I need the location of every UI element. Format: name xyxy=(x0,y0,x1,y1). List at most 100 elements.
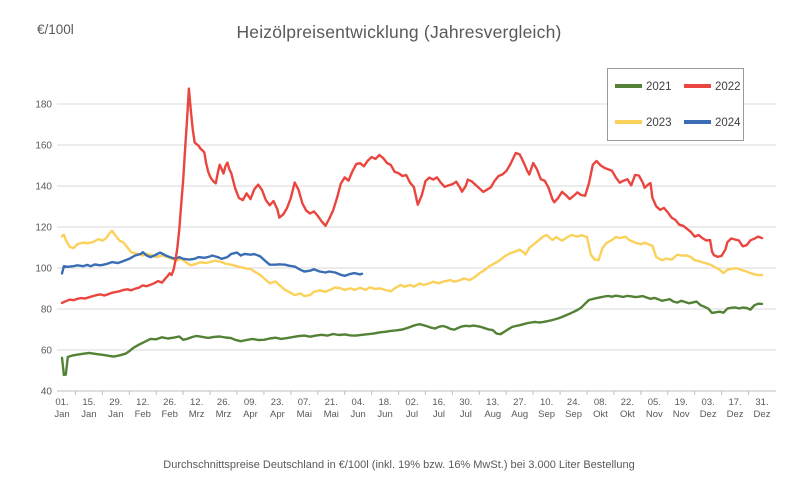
svg-text:24.: 24. xyxy=(567,397,580,408)
svg-text:Jan: Jan xyxy=(81,409,96,420)
legend-label-2023: 2023 xyxy=(646,117,672,129)
x-tick-label: 18.Jun xyxy=(377,397,392,420)
svg-text:Feb: Feb xyxy=(162,409,178,420)
y-tick-label: 40 xyxy=(41,387,53,398)
svg-text:16.: 16. xyxy=(432,397,445,408)
x-tick-label: 02.Jul xyxy=(405,397,418,420)
x-tick-label: 01.Jan xyxy=(54,397,69,420)
x-tick-label: 10.Sep xyxy=(538,397,555,420)
x-tick-label: 27.Aug xyxy=(511,397,528,420)
x-tick-label: 30.Jul xyxy=(459,397,472,420)
y-tick-label: 100 xyxy=(35,264,52,275)
svg-text:Apr: Apr xyxy=(243,409,258,420)
legend-item-2021: 2021 xyxy=(615,81,672,93)
svg-text:Dez: Dez xyxy=(754,409,771,420)
x-tick-label: 24.Sep xyxy=(565,397,582,420)
series-line-2021 xyxy=(60,294,764,377)
svg-text:Feb: Feb xyxy=(135,409,151,420)
x-tick-label: 09.Apr xyxy=(243,397,258,420)
legend-label-2022: 2022 xyxy=(715,81,741,93)
svg-text:Jan: Jan xyxy=(108,409,123,420)
svg-text:Jul: Jul xyxy=(406,409,418,420)
x-tick-label: 23.Apr xyxy=(270,397,285,420)
svg-text:Aug: Aug xyxy=(484,409,501,420)
legend-label-2021: 2021 xyxy=(646,81,672,93)
svg-text:13.: 13. xyxy=(486,397,499,408)
y-axis-labels: 40 60 80 100 120 140 160 180 xyxy=(35,100,52,398)
x-tick-label: 29.Jan xyxy=(108,397,123,420)
svg-text:Mai: Mai xyxy=(297,409,312,420)
x-tick-label: 08.Okt xyxy=(593,397,608,420)
x-tick-label: 26.Feb xyxy=(162,397,178,420)
x-tick-label: 21.Mai xyxy=(324,397,339,420)
legend-item-2022: 2022 xyxy=(684,81,741,93)
svg-text:Sep: Sep xyxy=(538,409,555,420)
legend-box xyxy=(607,68,744,141)
x-axis-labels: 01.Jan15.Jan29.Jan12.Feb26.Feb12.Mrz26.M… xyxy=(54,397,770,420)
svg-text:Mrz: Mrz xyxy=(189,409,205,420)
legend-item-2024: 2024 xyxy=(684,117,741,129)
legend-item-2023: 2023 xyxy=(615,117,672,129)
svg-text:26.: 26. xyxy=(217,397,230,408)
svg-text:Aug: Aug xyxy=(511,409,528,420)
y-axis-unit-label: €/100l xyxy=(37,22,74,37)
y-tick-label: 140 xyxy=(35,182,52,193)
svg-text:Mai: Mai xyxy=(324,409,339,420)
svg-text:Sep: Sep xyxy=(565,409,582,420)
legend-label-2024: 2024 xyxy=(715,117,741,129)
series-line-2023 xyxy=(60,229,764,298)
x-tick-label: 22.Okt xyxy=(620,397,635,420)
x-tick-label: 17.Dez xyxy=(727,397,744,420)
svg-text:15.: 15. xyxy=(82,397,95,408)
x-tick-label: 26.Mrz xyxy=(216,397,232,420)
svg-text:Okt: Okt xyxy=(593,409,608,420)
svg-text:30.: 30. xyxy=(459,397,472,408)
svg-text:12.: 12. xyxy=(190,397,203,408)
x-tick-label: 16.Jul xyxy=(432,397,445,420)
svg-text:10.: 10. xyxy=(540,397,553,408)
y-tick-label: 60 xyxy=(41,346,53,357)
x-tick-label: 15.Jan xyxy=(81,397,96,420)
svg-text:23.: 23. xyxy=(271,397,284,408)
svg-text:Jan: Jan xyxy=(54,409,69,420)
x-tick-label: 03.Dez xyxy=(700,397,717,420)
x-tick-label: 04.Jun xyxy=(350,397,365,420)
svg-text:18.: 18. xyxy=(378,397,391,408)
x-axis xyxy=(57,390,776,395)
svg-text:19.: 19. xyxy=(675,397,688,408)
svg-text:31.: 31. xyxy=(755,397,768,408)
x-tick-label: 19.Nov xyxy=(673,397,690,420)
svg-text:Nov: Nov xyxy=(646,409,663,420)
x-tick-label: 07.Mai xyxy=(297,397,312,420)
svg-text:Mrz: Mrz xyxy=(216,409,232,420)
svg-text:26.: 26. xyxy=(163,397,176,408)
svg-text:04.: 04. xyxy=(352,397,365,408)
y-tick-label: 180 xyxy=(35,100,52,111)
svg-text:Jun: Jun xyxy=(350,409,365,420)
svg-text:21.: 21. xyxy=(325,397,338,408)
svg-text:27.: 27. xyxy=(513,397,526,408)
series-line-2024 xyxy=(60,250,364,277)
svg-text:Jul: Jul xyxy=(460,409,472,420)
svg-text:17.: 17. xyxy=(728,397,741,408)
legend: 2021 2022 2023 2024 xyxy=(607,68,744,141)
y-tick-label: 80 xyxy=(41,305,53,316)
chart-title: Heizölpreisentwicklung (Jahresvergleich) xyxy=(236,22,562,42)
svg-text:22.: 22. xyxy=(621,397,634,408)
svg-text:02.: 02. xyxy=(405,397,418,408)
series-line-2022 xyxy=(60,87,764,305)
svg-text:09.: 09. xyxy=(244,397,257,408)
svg-text:07.: 07. xyxy=(298,397,311,408)
chart-footer-note: Durchschnittspreise Deutschland in €/100… xyxy=(163,459,635,471)
x-tick-label: 05.Nov xyxy=(646,397,663,420)
y-tick-label: 160 xyxy=(35,141,52,152)
svg-text:Okt: Okt xyxy=(620,409,635,420)
svg-text:29.: 29. xyxy=(109,397,122,408)
x-tick-label: 13.Aug xyxy=(484,397,501,420)
y-tick-label: 120 xyxy=(35,223,52,234)
svg-text:05.: 05. xyxy=(648,397,661,408)
svg-text:Dez: Dez xyxy=(700,409,717,420)
svg-text:Apr: Apr xyxy=(270,409,285,420)
